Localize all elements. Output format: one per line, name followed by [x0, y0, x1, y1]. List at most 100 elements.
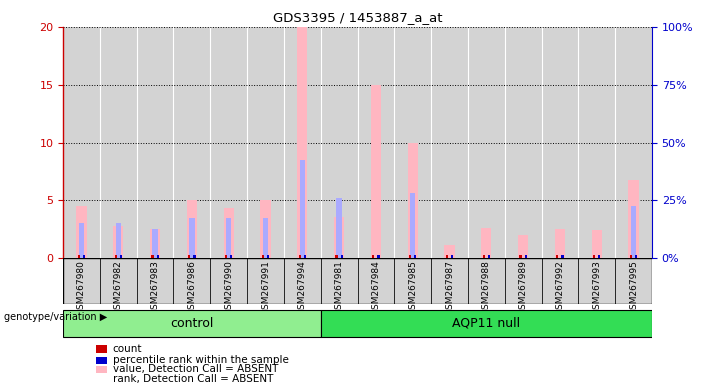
- Bar: [79, 223, 84, 258]
- Bar: [578, 27, 615, 258]
- Bar: [100, 27, 137, 258]
- Bar: [120, 255, 122, 258]
- Bar: [407, 142, 418, 258]
- Bar: [630, 255, 632, 258]
- Bar: [336, 198, 342, 258]
- Bar: [554, 229, 565, 258]
- Bar: [284, 258, 321, 305]
- Bar: [320, 258, 358, 305]
- FancyBboxPatch shape: [63, 310, 320, 337]
- Text: GSM267987: GSM267987: [445, 260, 454, 315]
- Text: GSM267991: GSM267991: [261, 260, 270, 315]
- Bar: [63, 27, 100, 258]
- Text: value, Detection Call = ABSENT: value, Detection Call = ABSENT: [113, 364, 278, 374]
- Bar: [83, 255, 86, 258]
- Bar: [189, 218, 195, 258]
- Text: GSM267982: GSM267982: [114, 260, 123, 315]
- Text: GSM267985: GSM267985: [408, 260, 417, 315]
- Bar: [267, 255, 269, 258]
- Text: GSM267990: GSM267990: [224, 260, 233, 315]
- Bar: [615, 258, 652, 305]
- Bar: [358, 258, 394, 305]
- Bar: [193, 255, 196, 258]
- Bar: [96, 366, 107, 373]
- Bar: [341, 255, 343, 258]
- Bar: [394, 27, 431, 258]
- Bar: [263, 218, 268, 258]
- Bar: [542, 258, 578, 305]
- Text: GSM267986: GSM267986: [187, 260, 196, 315]
- Bar: [372, 255, 374, 258]
- Bar: [260, 200, 271, 258]
- Bar: [628, 179, 639, 258]
- Bar: [334, 217, 344, 258]
- Text: genotype/variation ▶: genotype/variation ▶: [4, 312, 107, 322]
- Text: GSM267993: GSM267993: [592, 260, 601, 315]
- Bar: [518, 235, 529, 258]
- Bar: [150, 229, 161, 258]
- Bar: [482, 255, 485, 258]
- Bar: [481, 228, 491, 258]
- Text: GSM267983: GSM267983: [151, 260, 160, 315]
- Text: GSM267980: GSM267980: [77, 260, 86, 315]
- Bar: [284, 27, 321, 258]
- Bar: [210, 258, 247, 305]
- Bar: [519, 255, 522, 258]
- Bar: [468, 258, 505, 305]
- Bar: [152, 229, 158, 258]
- Bar: [615, 27, 652, 258]
- Bar: [505, 27, 542, 258]
- Bar: [592, 230, 602, 258]
- FancyBboxPatch shape: [320, 310, 652, 337]
- Bar: [261, 255, 264, 258]
- Bar: [116, 223, 121, 258]
- Bar: [394, 258, 431, 305]
- Bar: [562, 255, 564, 258]
- Bar: [431, 258, 468, 305]
- Text: GSM267988: GSM267988: [482, 260, 491, 315]
- Bar: [96, 345, 107, 353]
- Bar: [114, 255, 117, 258]
- Bar: [444, 245, 455, 258]
- Text: GSM267994: GSM267994: [298, 260, 307, 315]
- Text: GSM267992: GSM267992: [555, 260, 564, 315]
- Bar: [335, 255, 338, 258]
- Bar: [593, 255, 595, 258]
- Bar: [431, 27, 468, 258]
- Bar: [225, 255, 227, 258]
- Bar: [230, 255, 233, 258]
- Bar: [210, 27, 247, 258]
- Text: GSM267995: GSM267995: [629, 260, 638, 315]
- Bar: [78, 255, 80, 258]
- Bar: [542, 27, 578, 258]
- Text: rank, Detection Call = ABSENT: rank, Detection Call = ABSENT: [113, 374, 273, 384]
- Bar: [631, 206, 637, 258]
- Bar: [174, 258, 210, 305]
- Bar: [100, 258, 137, 305]
- Bar: [76, 206, 87, 258]
- Bar: [598, 255, 601, 258]
- Bar: [156, 255, 158, 258]
- Bar: [188, 255, 191, 258]
- Title: GDS3395 / 1453887_a_at: GDS3395 / 1453887_a_at: [273, 11, 442, 24]
- Bar: [488, 255, 490, 258]
- Bar: [414, 255, 416, 258]
- Text: GSM267981: GSM267981: [334, 260, 343, 315]
- Bar: [409, 255, 411, 258]
- Text: GSM267984: GSM267984: [372, 260, 381, 315]
- Bar: [446, 255, 448, 258]
- Bar: [377, 255, 380, 258]
- Text: GSM267989: GSM267989: [519, 260, 528, 315]
- Bar: [174, 27, 210, 258]
- Bar: [96, 376, 107, 383]
- Bar: [299, 160, 305, 258]
- Bar: [358, 27, 394, 258]
- Bar: [304, 255, 306, 258]
- Bar: [113, 226, 123, 258]
- Bar: [578, 258, 615, 305]
- Bar: [299, 255, 301, 258]
- Bar: [524, 255, 527, 258]
- Bar: [451, 255, 454, 258]
- Bar: [137, 27, 174, 258]
- Bar: [247, 27, 284, 258]
